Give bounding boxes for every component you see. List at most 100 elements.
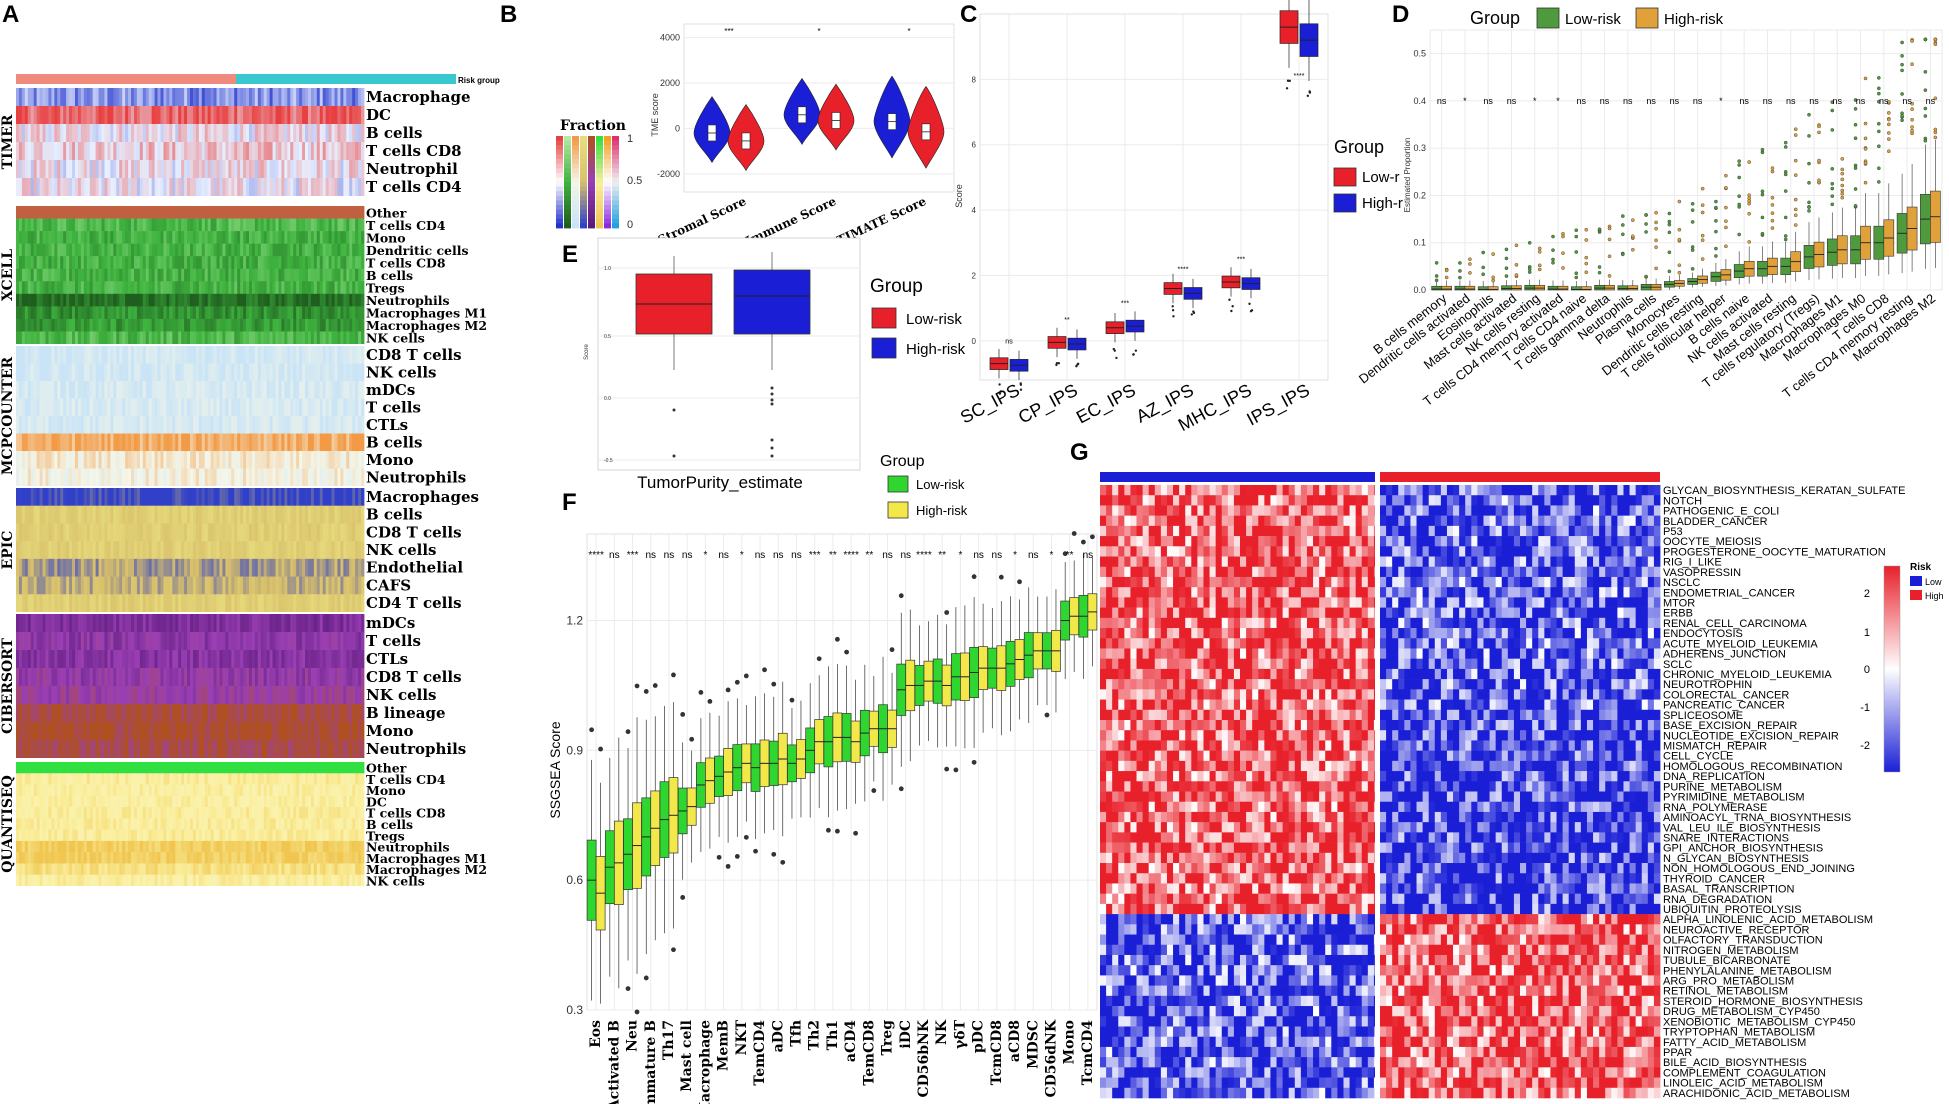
heatmap-a-cell — [119, 451, 123, 469]
heatmap-a-cell — [272, 686, 276, 705]
heatmap-a-cell — [116, 381, 120, 399]
heatmap-a-cell — [33, 398, 38, 417]
heatmap-a-cell — [310, 468, 315, 487]
heatmap-a-cell — [128, 541, 132, 560]
heatmap-a-cell — [24, 668, 29, 687]
heatmap-a-cell — [322, 331, 327, 345]
heatmap-a-cell — [116, 218, 120, 232]
heatmap-a-cell — [187, 381, 191, 399]
heatmap-a-cell — [98, 243, 102, 257]
heatmap-a-cell — [213, 668, 217, 687]
heatmap-a-cell — [287, 178, 291, 197]
heatmap-a-cell — [192, 668, 197, 687]
heatmap-a-cell — [119, 686, 123, 705]
heatmap-a-cell — [30, 433, 35, 452]
heatmap-a-cell — [128, 331, 132, 345]
heatmap-a-cell — [263, 433, 268, 452]
heatmap-a-cell — [343, 346, 347, 364]
heatmap-a-cell — [293, 363, 297, 382]
heatmap-a-cell — [66, 231, 70, 244]
heatmap-a-cell — [21, 650, 26, 669]
heatmap-a-cell — [16, 523, 20, 542]
heatmap-a-cell — [275, 704, 279, 723]
heatmap-a-cell — [51, 106, 55, 125]
heatmap-a-cell — [248, 632, 253, 651]
heatmap-a-cell — [275, 686, 279, 705]
heatmap-a-cell — [39, 398, 43, 417]
heatmap-a-cell — [251, 433, 256, 452]
heatmap-a-cell — [290, 231, 294, 244]
heatmap-a-cell — [316, 256, 321, 270]
heatmap-a-cell — [263, 541, 268, 560]
heatmap-a-cell — [272, 488, 276, 507]
heatmap-a-cell — [77, 231, 82, 244]
heatmap-a-cell — [101, 704, 105, 723]
heatmap-a-cell — [36, 632, 40, 651]
heatmap-a-cell — [169, 740, 173, 759]
heatmap-a-cell — [263, 762, 268, 774]
heatmap-a-cell — [210, 488, 214, 507]
heatmap-a-cell — [213, 88, 217, 107]
heatmap-a-cell — [293, 488, 297, 507]
heatmap-a-cell — [316, 632, 321, 651]
heatmap-a-cell — [231, 381, 235, 399]
heatmap-a-cell — [30, 178, 35, 197]
heatmap-a-cell — [296, 106, 300, 125]
heatmap-a-cell — [216, 243, 220, 257]
heatmap-a-cell — [72, 231, 76, 244]
heatmap-a-cell — [98, 704, 102, 723]
heatmap-a-cell — [95, 523, 99, 542]
heatmap-a-cell — [66, 293, 70, 307]
heatmap-a-cell — [30, 231, 35, 244]
heatmap-a-cell — [352, 505, 356, 524]
heatmap-a-cell — [172, 686, 176, 705]
heatmap-a-cell — [204, 762, 209, 774]
heatmap-a-cell — [66, 318, 70, 332]
heatmap-a-cell — [145, 381, 150, 399]
heatmap-a-cell — [95, 668, 99, 687]
heatmap-a-cell — [231, 142, 235, 161]
heatmap-a-cell — [251, 558, 256, 577]
heatmap-a-cell — [66, 762, 70, 774]
heatmap-a-cell — [266, 541, 271, 560]
heatmap-a-cell — [45, 142, 49, 161]
heatmap-a-cell — [101, 523, 105, 542]
heatmap-a-cell — [192, 686, 197, 705]
heatmap-a-cell — [234, 650, 238, 669]
heatmap-a-cell — [110, 318, 114, 332]
heatmap-a-cell — [42, 541, 46, 560]
heatmap-a-cell — [18, 231, 23, 244]
heatmap-a-cell — [201, 632, 206, 651]
heatmap-a-cell — [225, 416, 229, 434]
heatmap-a-cell — [192, 306, 197, 320]
heatmap-a-cell — [36, 704, 40, 723]
heatmap-a-cell — [89, 178, 94, 197]
heatmap-a-cell — [358, 268, 362, 282]
heatmap-a-cell — [160, 650, 164, 669]
heatmap-a-cell — [254, 416, 259, 434]
heatmap-a-cell — [57, 363, 61, 382]
heatmap-a-cell — [337, 488, 341, 507]
heatmap-a-cell — [139, 632, 144, 651]
heatmap-a-cell — [95, 231, 99, 244]
heatmap-a-cell — [42, 576, 46, 595]
heatmap-a-cell — [57, 614, 61, 633]
heatmap-a-cell — [80, 363, 85, 382]
heatmap-a-cell — [66, 594, 70, 613]
heatmap-a-cell — [72, 704, 76, 723]
heatmap-a-cell — [313, 88, 318, 107]
heatmap-a-cell — [293, 762, 297, 774]
heatmap-a-cell — [39, 505, 43, 524]
heatmap-a-cell — [116, 541, 120, 560]
heatmap-a-cell — [125, 416, 129, 434]
heatmap-a-cell — [80, 632, 85, 651]
heatmap-a-cell — [296, 468, 300, 487]
heatmap-a-cell — [166, 218, 170, 232]
heatmap-a-cell — [169, 88, 173, 107]
heatmap-a-cell — [328, 594, 332, 613]
heatmap-a-cell — [104, 541, 108, 560]
heatmap-a-cell — [33, 106, 38, 125]
heatmap-a-cell — [257, 218, 262, 232]
heatmap-a-cell — [343, 558, 347, 577]
heatmap-a-cell — [331, 451, 335, 469]
